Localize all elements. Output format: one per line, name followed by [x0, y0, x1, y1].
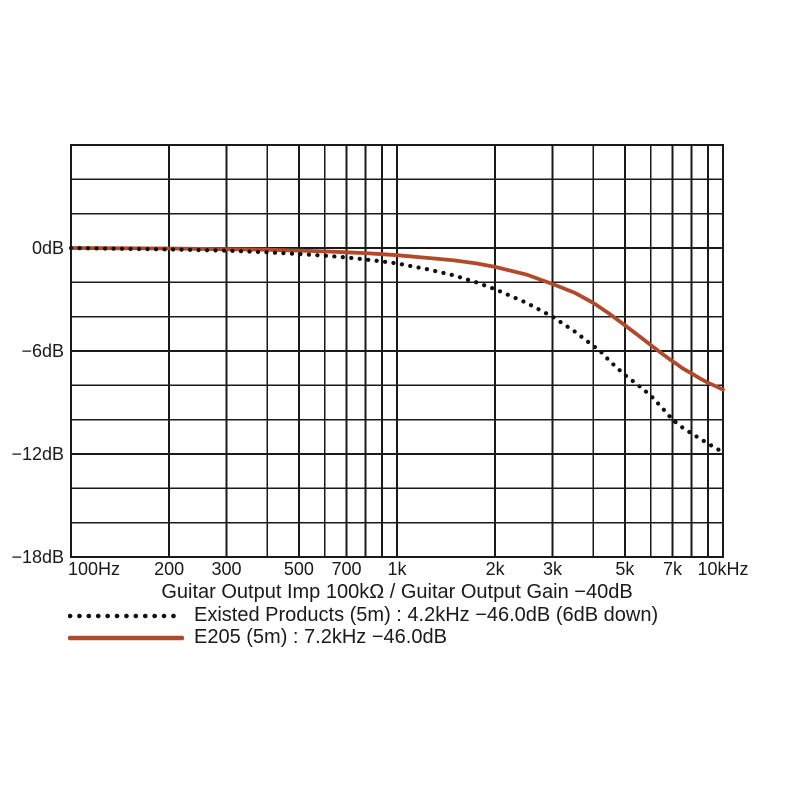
y-axis-labels: 0dB −6dB −12dB −18dB: [0, 0, 64, 800]
legend: Existed Products (5m) : 4.2kHz −46.0dB (…: [68, 605, 658, 648]
legend-item-e205: E205 (5m) : 7.2kHz −46.0dB: [68, 627, 658, 648]
x-tick-label: 10kHz: [697, 559, 749, 579]
curve-e205: [69, 246, 725, 392]
y-tick-label: 0dB: [31, 238, 64, 258]
x-axis-title: Guitar Output Imp 100kΩ / Guitar Output …: [161, 581, 633, 603]
plot-border: [69, 143, 725, 559]
legend-label-existed-products: Existed Products (5m) : 4.2kHz −46.0dB (…: [194, 604, 659, 626]
x-tick-label: 500: [283, 559, 314, 579]
x-tick-label: 2k: [485, 559, 505, 579]
dotted-line-swatch: [68, 613, 184, 618]
y-tick-label: −12dB: [11, 444, 64, 464]
x-tick-label: 100Hz: [68, 559, 121, 579]
x-tick-label: 200: [154, 559, 185, 579]
y-tick-label: −6dB: [21, 341, 64, 361]
y-tick-label: −18dB: [11, 547, 64, 567]
x-tick-label: 300: [211, 559, 242, 579]
legend-item-existed-products: Existed Products (5m) : 4.2kHz −46.0dB (…: [68, 605, 658, 626]
x-tick-label: 5k: [615, 559, 635, 579]
x-tick-label: 3k: [543, 559, 563, 579]
curve-existed-products: [68, 245, 726, 455]
x-tick-label: 1k: [387, 559, 407, 579]
x-tick-label: 7k: [662, 559, 683, 579]
legend-label-e205: E205 (5m) : 7.2kHz −46.0dB: [194, 626, 447, 648]
x-tick-label: 700: [331, 559, 362, 579]
solid-line-swatch: [68, 635, 184, 640]
